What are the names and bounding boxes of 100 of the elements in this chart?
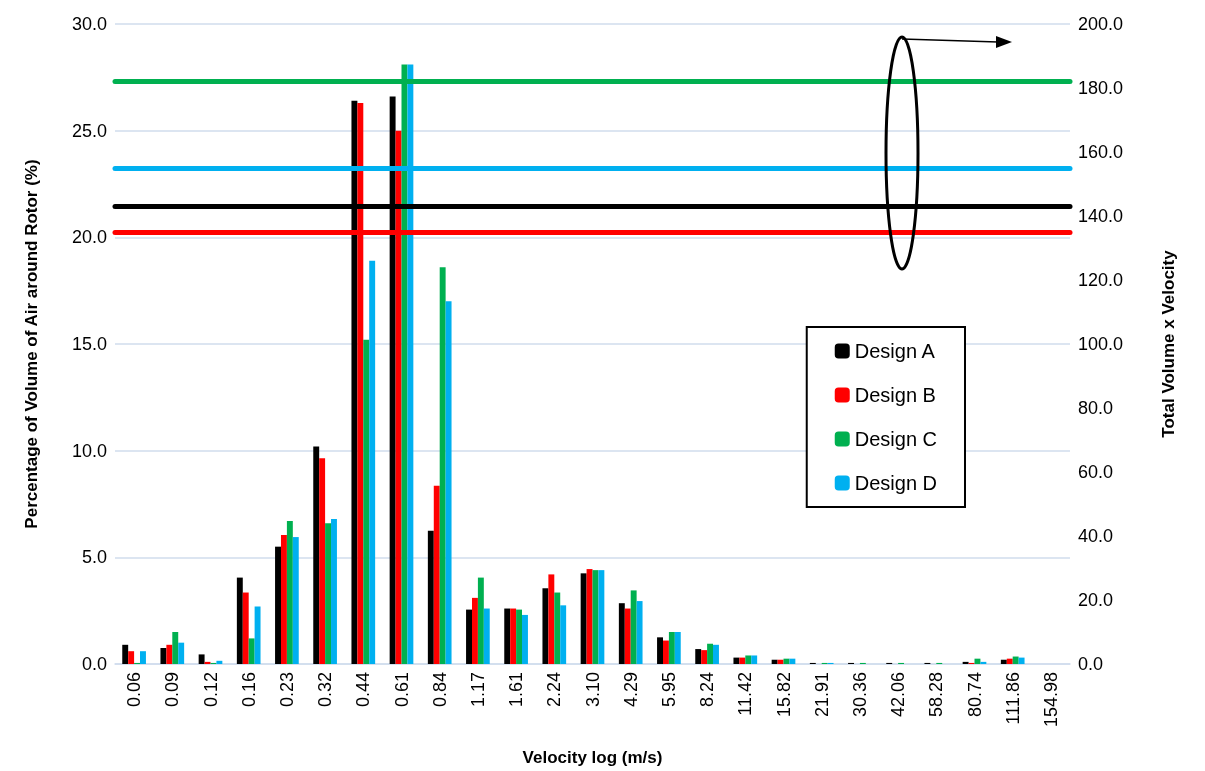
x-tick-label: 5.95 (658, 672, 679, 708)
bar (777, 659, 784, 664)
legend-label: Design A (854, 340, 936, 362)
bar (598, 570, 605, 664)
bar (122, 644, 129, 664)
y-tick-label: 25.0 (71, 120, 107, 141)
legend-label: Design C (854, 428, 938, 450)
y2-tick-label: 20.0 (1078, 590, 1114, 610)
x-tick-label: 80.74 (964, 672, 985, 718)
x-tick-label: 21.91 (811, 672, 832, 718)
bar (586, 569, 593, 664)
y2-axis-title: Total Volume x Velocity (1159, 249, 1178, 438)
x-tick-label: 1.61 (506, 672, 527, 708)
bar (140, 651, 146, 664)
bar (789, 658, 796, 664)
y2-tick-label: 40.0 (1078, 526, 1114, 546)
bar (275, 546, 281, 664)
y-tick-label: 15.0 (71, 334, 107, 354)
bar (554, 592, 561, 664)
bar (662, 640, 669, 664)
bar (363, 339, 370, 664)
bar (624, 608, 631, 664)
bar (445, 301, 452, 664)
x-tick-label: 154.98 (1040, 672, 1061, 728)
bar (172, 632, 179, 664)
bar (369, 260, 376, 664)
bar (522, 614, 528, 664)
bar (1006, 658, 1013, 664)
bar (439, 267, 446, 664)
bar (745, 655, 752, 664)
y-axis-title: Percentage of Volume of Air around Rotor (%) (22, 159, 41, 529)
bar (286, 521, 293, 664)
bar (216, 660, 223, 664)
bar (477, 577, 484, 664)
bar (471, 597, 478, 664)
y2-tick-label: 160.0 (1078, 142, 1124, 162)
x-tick-label: 0.16 (238, 672, 259, 708)
bar (751, 655, 758, 664)
legend-label: Design B (854, 384, 936, 406)
x-tick-label: 42.06 (888, 672, 909, 718)
x-tick-label: 2.24 (544, 672, 565, 708)
bar (128, 651, 135, 664)
y-tick-label: 5.0 (81, 547, 107, 568)
y2-tick-label: 200.0 (1078, 14, 1124, 34)
y-tick-label: 20.0 (71, 227, 107, 248)
y2-tick-label: 80.0 (1078, 398, 1114, 418)
y-tick-label: 0.0 (81, 654, 107, 674)
x-tick-label: 0.12 (200, 672, 221, 708)
bar (198, 654, 205, 664)
bar (657, 637, 663, 664)
bar (733, 657, 740, 664)
x-tick-label: 0.06 (124, 672, 145, 708)
bar (254, 606, 261, 664)
bar (1012, 656, 1019, 664)
bar (962, 661, 969, 664)
bar (280, 534, 287, 664)
bar (560, 605, 567, 664)
bar (178, 642, 185, 664)
x-tick-label: 0.61 (391, 672, 412, 708)
y2-tick-label: 180.0 (1078, 78, 1124, 98)
x-tick-label: 15.82 (773, 672, 794, 718)
y-tick-label: 10.0 (71, 440, 107, 461)
bar (695, 649, 702, 664)
bar (242, 592, 249, 664)
bar (466, 609, 472, 664)
bar (771, 659, 778, 664)
y2-tick-label: 140.0 (1078, 206, 1124, 226)
x-tick-label: 8.24 (697, 672, 718, 708)
x-tick-label: 0.84 (429, 672, 450, 708)
bar (504, 608, 511, 664)
bar (1000, 659, 1007, 664)
x-tick-label: 0.09 (162, 672, 183, 708)
bar (630, 590, 637, 664)
bar (427, 530, 434, 664)
bar (433, 485, 440, 664)
bar (248, 638, 255, 664)
y2-tick-label: 100.0 (1078, 334, 1124, 354)
bar (313, 446, 320, 664)
bar (160, 648, 167, 664)
bar (739, 657, 746, 664)
x-tick-label: 1.17 (467, 672, 488, 708)
bar (510, 608, 517, 664)
bar (674, 632, 681, 664)
x-tick-label: 30.36 (849, 672, 870, 718)
bar (319, 458, 326, 664)
x-tick-label: 3.10 (582, 672, 603, 708)
y2-tick-label: 60.0 (1078, 462, 1114, 482)
bar (204, 661, 211, 664)
bar (580, 573, 587, 664)
bar (636, 601, 643, 664)
legend-label: Design D (854, 472, 938, 494)
x-tick-label: 0.23 (276, 672, 297, 708)
bar (542, 588, 549, 664)
x-tick-label: 111.86 (1002, 672, 1023, 725)
bar (516, 609, 523, 664)
bar (292, 537, 299, 664)
bar (707, 643, 714, 664)
bar (1018, 657, 1025, 664)
x-axis-title: Velocity log (m/s) (522, 748, 663, 767)
bar (331, 518, 337, 664)
